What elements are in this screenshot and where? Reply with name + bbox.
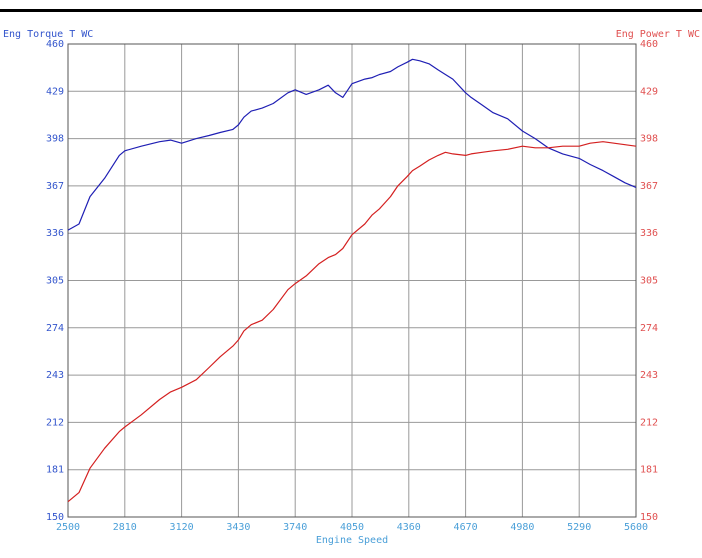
x-tick-label: 2810 <box>113 522 137 533</box>
right-y-tick-label: 336 <box>640 228 658 239</box>
x-tick-label: 4670 <box>454 522 478 533</box>
x-tick-label: 4360 <box>397 522 421 533</box>
right-y-tick-label: 274 <box>640 323 658 334</box>
right-y-tick-label: 460 <box>640 39 658 50</box>
left-axis-title: Eng Torque T WC <box>3 29 93 40</box>
right-y-tick-label: 181 <box>640 465 658 476</box>
power-series-line <box>67 141 637 503</box>
plot-frame <box>67 43 637 518</box>
x-tick-label: 3430 <box>226 522 250 533</box>
right-axis-title: Eng Power T WC <box>616 29 700 40</box>
right-y-tick-label: 429 <box>640 86 658 97</box>
x-tick-label: 4050 <box>340 522 364 533</box>
left-y-tick-label: 398 <box>46 134 64 145</box>
x-tick-label: 2500 <box>56 522 80 533</box>
x-tick-label: 3740 <box>283 522 307 533</box>
x-tick-label: 5600 <box>624 522 648 533</box>
x-tick-label: 3120 <box>170 522 194 533</box>
right-y-tick-label: 367 <box>640 181 658 192</box>
left-y-tick-label: 336 <box>46 228 64 239</box>
left-y-tick-label: 181 <box>46 465 64 476</box>
right-y-tick-label: 243 <box>640 370 658 381</box>
left-y-tick-label: 212 <box>46 417 64 428</box>
right-y-tick-label: 305 <box>640 276 658 287</box>
right-y-tick-label: 398 <box>640 134 658 145</box>
x-tick-label: 4980 <box>510 522 534 533</box>
left-y-tick-label: 150 <box>46 512 64 523</box>
left-y-tick-label: 243 <box>46 370 64 381</box>
left-y-tick-label: 305 <box>46 276 64 287</box>
x-tick-label: 5290 <box>567 522 591 533</box>
right-y-tick-label: 150 <box>640 512 658 523</box>
data-series <box>67 58 637 503</box>
torque-series-line <box>67 58 637 231</box>
left-y-tick-label: 429 <box>46 86 64 97</box>
tick-labels: 2500 2810 3120 3430 3740 4050 4360 4670 4980 5290… <box>46 39 658 533</box>
right-y-tick-label: 212 <box>640 417 658 428</box>
top-border-bar <box>0 9 702 12</box>
x-axis-title: Engine Speed <box>316 535 388 546</box>
left-y-tick-label: 460 <box>46 39 64 50</box>
left-y-tick-label: 274 <box>46 323 64 334</box>
left-y-tick-label: 367 <box>46 181 64 192</box>
